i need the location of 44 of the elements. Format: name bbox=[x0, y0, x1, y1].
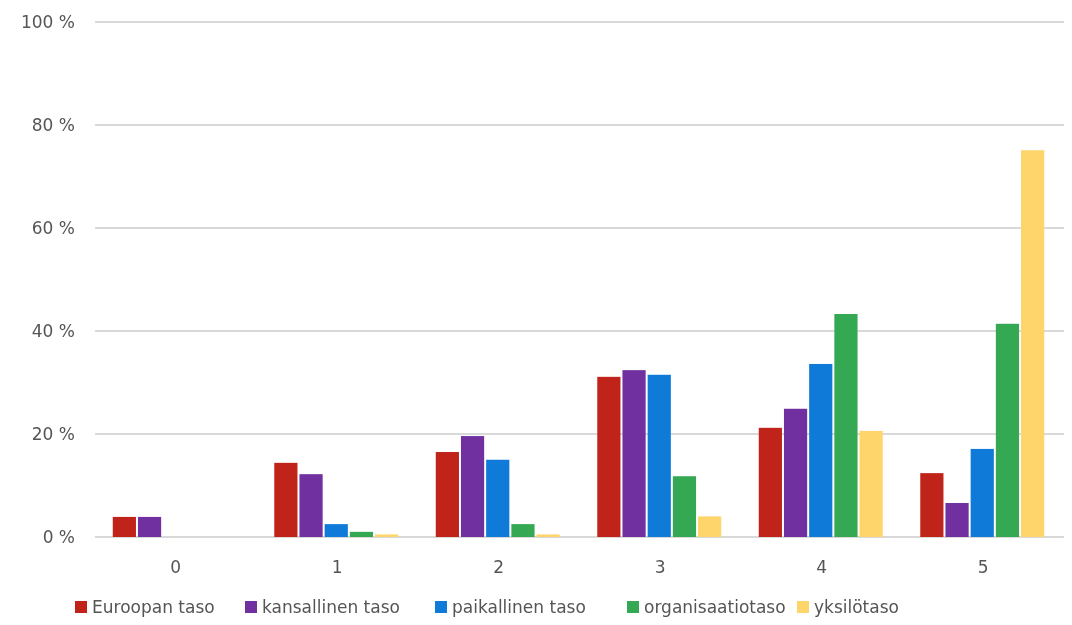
bar bbox=[758, 427, 782, 537]
x-tick-label: 0 bbox=[170, 557, 182, 577]
bar bbox=[970, 448, 994, 537]
bar bbox=[460, 436, 485, 537]
x-tick-label: 2 bbox=[493, 557, 505, 577]
y-tick-label: 100 % bbox=[20, 11, 75, 32]
y-tick-label: 60 % bbox=[31, 217, 75, 238]
legend-label: Euroopan taso bbox=[92, 597, 215, 617]
bar bbox=[859, 430, 883, 537]
legend-label: yksilötaso bbox=[814, 597, 899, 617]
bar bbox=[672, 476, 697, 537]
bar bbox=[809, 363, 833, 537]
bar bbox=[647, 374, 671, 537]
bar bbox=[945, 503, 969, 537]
bar bbox=[137, 516, 162, 537]
bar bbox=[349, 531, 374, 537]
y-tick-label: 0 % bbox=[42, 526, 75, 547]
x-tick-label: 5 bbox=[977, 557, 989, 577]
x-tick-label: 4 bbox=[816, 557, 828, 577]
bar bbox=[511, 524, 535, 537]
y-tick-label: 40 % bbox=[31, 320, 75, 341]
bar bbox=[597, 376, 621, 537]
bar bbox=[920, 473, 944, 537]
bar bbox=[486, 459, 510, 537]
y-tick-label: 20 % bbox=[31, 423, 75, 444]
bar bbox=[698, 516, 722, 537]
legend-label: kansallinen taso bbox=[262, 597, 400, 617]
bar bbox=[995, 323, 1020, 537]
bar bbox=[324, 524, 348, 537]
y-tick-label: 80 % bbox=[31, 114, 75, 135]
bar bbox=[622, 370, 646, 537]
bar bbox=[299, 474, 323, 537]
x-tick-label: 3 bbox=[654, 557, 666, 577]
bar bbox=[274, 462, 298, 537]
bar bbox=[435, 452, 459, 537]
bar bbox=[536, 534, 560, 537]
x-tick-label: 1 bbox=[331, 557, 343, 577]
bar bbox=[112, 516, 136, 537]
bar bbox=[783, 408, 808, 537]
legend-label: paikallinen taso bbox=[452, 597, 586, 617]
bar bbox=[1021, 150, 1045, 537]
legend-label: organisaatiotaso bbox=[644, 597, 786, 617]
bar bbox=[375, 534, 399, 537]
bar bbox=[834, 314, 858, 537]
